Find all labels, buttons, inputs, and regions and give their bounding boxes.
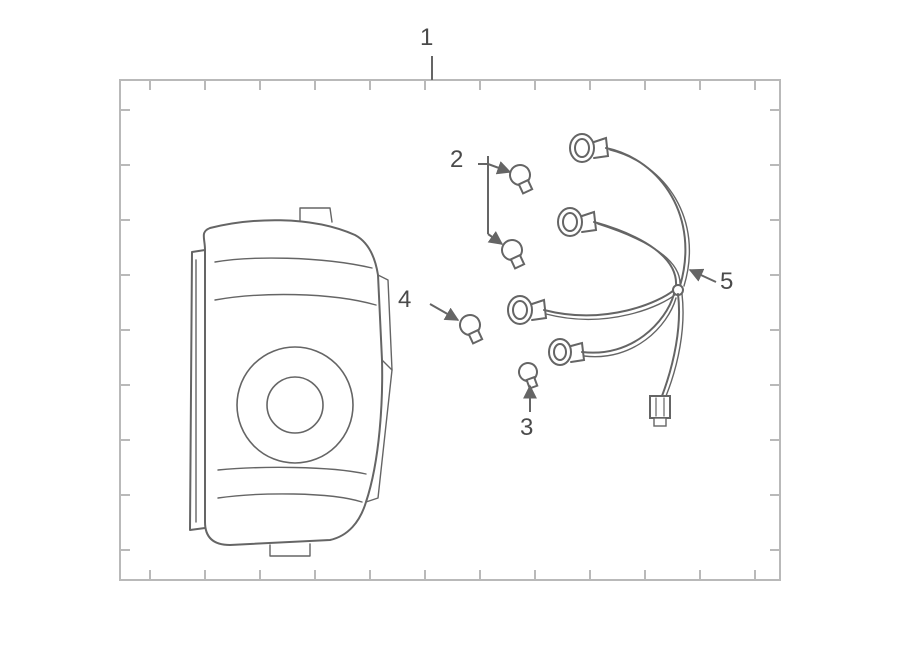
label-2: 2 bbox=[450, 146, 463, 174]
bulb-2a bbox=[507, 162, 537, 196]
bulbs bbox=[457, 162, 542, 390]
socket-c bbox=[508, 296, 546, 324]
socket-d bbox=[549, 339, 584, 365]
label-3: 3 bbox=[520, 414, 533, 442]
diagram-svg bbox=[0, 0, 900, 661]
bulb-2b bbox=[499, 237, 529, 271]
socket-a bbox=[570, 134, 608, 162]
tail-lamp-assembly bbox=[190, 208, 392, 556]
label-1: 1 bbox=[420, 24, 433, 52]
socket-b bbox=[558, 208, 596, 236]
diagram-canvas: 1 2 3 4 5 bbox=[0, 0, 900, 661]
label-5: 5 bbox=[720, 268, 733, 296]
label-4: 4 bbox=[398, 286, 411, 314]
bulb-4 bbox=[457, 312, 487, 346]
bulb-3 bbox=[516, 360, 541, 390]
